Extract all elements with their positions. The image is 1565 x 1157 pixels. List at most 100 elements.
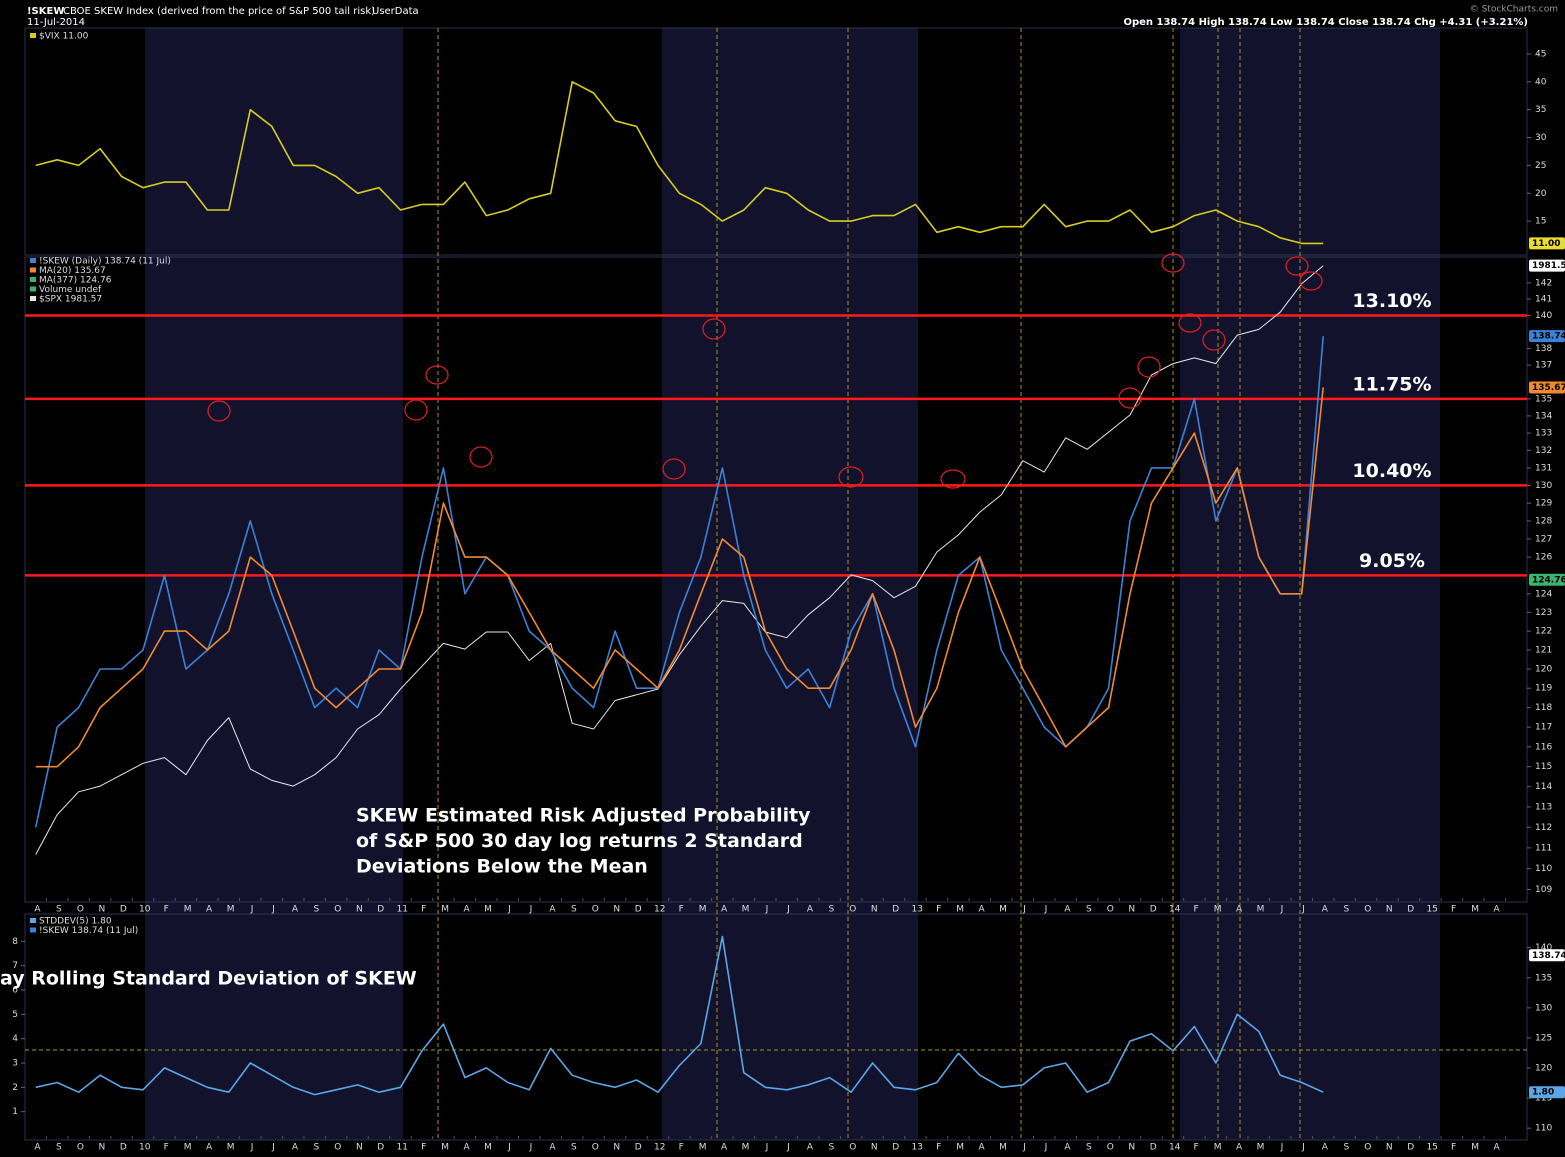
- x-tick-label: M: [184, 905, 192, 915]
- x-tick-label: J: [529, 1143, 533, 1153]
- legend-label: !SKEW 138.74 (11 Jul): [39, 926, 138, 936]
- credit: © StockCharts.com: [1470, 5, 1558, 15]
- x-tick-label: O: [592, 1143, 599, 1153]
- y-tick-label: 7: [12, 961, 18, 971]
- x-tick-label: D: [892, 905, 899, 915]
- value-badge: [1529, 1086, 1565, 1099]
- legend-label: $SPX 1981.57: [39, 295, 102, 305]
- legend-swatch: [30, 258, 36, 263]
- x-tick-label: D: [120, 905, 127, 915]
- x-tick-label: N: [871, 1143, 878, 1153]
- y-tick-label: 138: [1535, 344, 1552, 354]
- peak-circle: [940, 469, 966, 489]
- x-tick-label: N: [871, 905, 878, 915]
- x-tick-label: N: [613, 905, 620, 915]
- x-tick-label: A: [807, 905, 814, 915]
- y-tick-label: 35: [1535, 105, 1546, 115]
- x-tick-label: S: [1343, 905, 1349, 915]
- x-tick-label: S: [56, 1143, 62, 1153]
- x-tick-label: M: [227, 905, 235, 915]
- x-tick-label: F: [936, 905, 941, 915]
- x-tick-label: A: [1322, 1143, 1329, 1153]
- y-tick-label: 124: [1535, 589, 1552, 599]
- x-tick-label: N: [1386, 905, 1393, 915]
- x-tick-label: F: [164, 905, 169, 915]
- x-tick-label: M: [999, 1143, 1007, 1153]
- x-tick-label: D: [635, 905, 642, 915]
- x-tick-label: A: [34, 1143, 41, 1153]
- x-tick-label: M: [956, 1143, 964, 1153]
- x-tick-label: J: [1044, 905, 1048, 915]
- value-badge: [1529, 237, 1565, 250]
- x-tick-label: J: [1301, 1143, 1305, 1153]
- y-tick-label: 5: [12, 1010, 18, 1020]
- legend-label: STDDEV(5) 1.80: [39, 917, 112, 927]
- y-tick-label: 131: [1535, 463, 1552, 473]
- x-tick-label: O: [334, 1143, 341, 1153]
- y-tick-label: 2: [12, 1083, 18, 1093]
- x-tick-label: J: [1022, 1143, 1026, 1153]
- peak-circle: [702, 318, 726, 340]
- legend-label: !SKEW (Daily) 138.74 (11 Jul): [39, 257, 171, 267]
- y-tick-label: 40: [1535, 77, 1547, 87]
- x-tick-label: O: [334, 905, 341, 915]
- x-tick-label: M: [227, 1143, 235, 1153]
- y-tick-label: 118: [1535, 703, 1552, 713]
- value-badge-label: 124.76: [1532, 575, 1565, 585]
- x-tick-label: J: [765, 1143, 769, 1153]
- x-tick-label: S: [1343, 1143, 1349, 1153]
- date: 11-Jul-2014: [27, 17, 85, 28]
- annotation: of S&P 500 30 day log returns 2 Standard: [356, 830, 803, 852]
- y-tick-label: 132: [1535, 446, 1552, 456]
- x-tick-label: 13: [911, 905, 922, 915]
- legend-label: MA(20) 135.67: [39, 266, 106, 276]
- legend-swatch: [30, 296, 36, 301]
- x-tick-label: O: [1107, 1143, 1114, 1153]
- x-tick-label: F: [164, 1143, 169, 1153]
- x-tick-label: A: [1493, 905, 1500, 915]
- y-tick-label: 6: [12, 986, 18, 996]
- y2-tick-label: 135: [1535, 973, 1552, 983]
- y-tick-label: 134: [1535, 411, 1552, 421]
- y-tick-label: 140: [1535, 311, 1552, 321]
- y-tick-label: 109: [1535, 885, 1552, 895]
- value-badge: [1529, 573, 1565, 586]
- y-tick-label: 126: [1535, 553, 1552, 563]
- frame: [24, 27, 1528, 256]
- value-badge: [1529, 381, 1565, 394]
- x-tick-label: 11: [397, 1143, 408, 1153]
- x-tick-label: O: [77, 905, 84, 915]
- x-tick-label: 14: [1169, 905, 1181, 915]
- y-tick-label: 30: [1535, 133, 1547, 143]
- peak-circle: [1137, 356, 1161, 378]
- x-tick-label: M: [699, 905, 707, 915]
- band: [145, 28, 403, 1140]
- legend-label: $VIX 11.00: [39, 32, 89, 42]
- x-tick-label: F: [936, 1143, 941, 1153]
- x-tick-label: J: [507, 1143, 511, 1153]
- x-tick-label: A: [1493, 1143, 1500, 1153]
- x-tick-label: O: [1107, 905, 1114, 915]
- y-tick-label: 117: [1535, 723, 1552, 733]
- x-tick-label: M: [484, 905, 492, 915]
- x-tick-label: D: [1150, 905, 1157, 915]
- y-tick-label: 3: [12, 1059, 18, 1069]
- y-tick-label: 133: [1535, 429, 1552, 439]
- reference-label: 9.05%: [1359, 550, 1425, 572]
- y-tick-label: 142: [1535, 278, 1552, 288]
- peak-circle: [1202, 329, 1226, 351]
- x-tick-label: M: [1471, 905, 1479, 915]
- x-tick-label: A: [292, 905, 299, 915]
- x-tick-label: J: [1044, 1143, 1048, 1153]
- x-tick-label: A: [464, 905, 471, 915]
- y-tick-label: 112: [1535, 823, 1552, 833]
- x-tick-label: O: [1364, 905, 1371, 915]
- x-tick-label: S: [571, 905, 577, 915]
- x-tick-label: 14: [1169, 1143, 1181, 1153]
- x-tick-label: A: [1236, 905, 1243, 915]
- legend-swatch: [30, 33, 36, 38]
- x-tick-label: M: [1257, 1143, 1265, 1153]
- peak-circle: [404, 399, 428, 421]
